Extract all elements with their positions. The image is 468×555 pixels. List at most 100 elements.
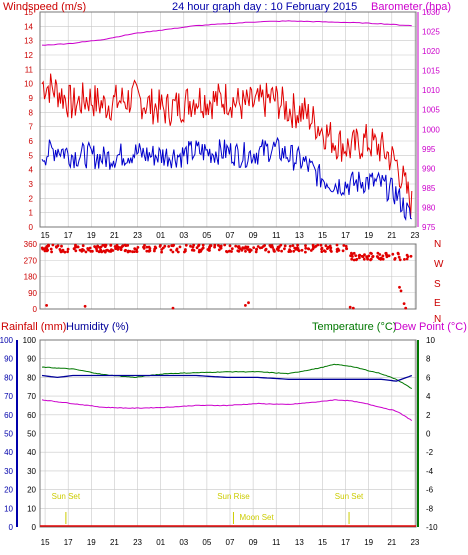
barometer-tick-label: 1010	[422, 86, 440, 95]
compass-label: N	[434, 239, 441, 250]
direction-point	[74, 243, 77, 247]
direction-point	[51, 243, 55, 247]
wind-direction-frame	[39, 243, 417, 310]
gust-series-line	[41, 73, 413, 218]
direction-point	[293, 246, 297, 250]
humidity-tick-label: 50	[27, 430, 36, 439]
direction-point	[78, 248, 82, 252]
direction-point	[115, 244, 119, 248]
windspeed-tick-label: 13	[24, 37, 33, 46]
temperature-label: Temperature (°C)	[312, 321, 396, 333]
direction-point	[255, 247, 258, 251]
direction-point	[49, 247, 53, 251]
direction-point	[341, 249, 345, 253]
temperature-tick-label: 10	[426, 336, 435, 345]
direction-point	[91, 249, 94, 253]
moon-event-label: Moon Set	[239, 513, 274, 522]
wind-baro-grid	[40, 11, 416, 228]
wind-x-tick-label: 21	[387, 231, 396, 240]
sun-event-label: Sun Set	[52, 492, 81, 501]
windspeed-tick-label: 7	[29, 123, 34, 132]
direction-point	[114, 247, 117, 251]
direction-outlier	[247, 301, 250, 305]
direction-point	[378, 253, 382, 256]
direction-point	[183, 250, 186, 254]
wind-series-line	[41, 136, 412, 222]
direction-point	[291, 244, 295, 248]
direction-point	[362, 257, 366, 261]
direction-point	[123, 243, 127, 247]
direction-point	[335, 243, 339, 247]
wind-x-tick-label: 19	[87, 231, 96, 240]
direction-point	[246, 245, 250, 249]
humidity-tick-label: 0	[32, 523, 37, 532]
temperature-tick-label: 8	[426, 355, 431, 364]
direction-point	[86, 247, 90, 250]
direction-point	[63, 250, 67, 254]
direction-point	[227, 249, 231, 253]
direction-point	[349, 254, 352, 258]
windspeed-tick-label: 8	[29, 108, 34, 117]
direction-point	[161, 246, 165, 250]
direction-point	[297, 249, 301, 253]
sun-event-label: Sun Rise	[217, 492, 250, 501]
direction-point	[409, 254, 413, 258]
direction-point	[189, 244, 192, 248]
direction-point	[131, 250, 134, 254]
wind-x-tick-label: 21	[110, 231, 119, 240]
temperature-tick-label: -4	[426, 467, 434, 476]
wind-direction-grid	[40, 243, 416, 310]
sun-event-label: Sun Set	[335, 492, 364, 501]
compass-label: E	[434, 298, 441, 309]
direction-point	[311, 247, 315, 251]
direction-point	[121, 244, 125, 248]
direction-point	[361, 255, 365, 259]
direction-point	[352, 251, 356, 255]
wind-x-tick-label: 23	[133, 231, 142, 240]
direction-point	[192, 249, 196, 252]
direction-point	[135, 250, 139, 254]
direction-outlier	[351, 306, 355, 310]
temperature-tick-label: -6	[426, 486, 434, 495]
bottom-x-tick-label: 07	[226, 538, 235, 547]
rainfall-tick-label: 40	[4, 448, 13, 457]
direction-point	[267, 250, 271, 254]
direction-point	[133, 247, 137, 251]
bottom-x-ticks: 15 17 19 21 23 01 03 05 07 09 11 13 15 17 19 21 23	[41, 538, 420, 547]
direction-point	[397, 255, 401, 259]
direction-point	[126, 244, 130, 247]
direction-point	[398, 258, 402, 262]
direction-point	[147, 249, 151, 253]
direction-point	[283, 244, 287, 248]
direction-point	[178, 245, 182, 249]
direction-point	[396, 251, 400, 255]
humidity-axis: 0 10 20 30 40 50 60 70 80 90 100	[23, 336, 37, 532]
direction-point	[371, 255, 374, 259]
direction-point	[320, 250, 324, 254]
direction-point	[219, 244, 223, 248]
direction-point	[198, 248, 201, 252]
direction-point	[41, 247, 45, 251]
barometer-tick-label: 985	[422, 184, 436, 193]
direction-point	[208, 244, 212, 248]
direction-point	[60, 244, 63, 248]
direction-point	[175, 247, 179, 251]
temperature-tick-label: 0	[426, 430, 431, 439]
direction-point	[296, 243, 299, 247]
direction-point	[385, 255, 389, 259]
direction-point	[56, 244, 60, 248]
direction-point	[335, 248, 339, 251]
windspeed-tick-label: 15	[24, 8, 33, 17]
direction-point	[153, 247, 157, 251]
direction-point	[391, 252, 395, 256]
direction-point	[311, 243, 315, 247]
wind-x-tick-label: 15	[41, 231, 50, 240]
rainfall-tick-label: 70	[4, 392, 13, 401]
direction-point	[292, 249, 296, 253]
barometer-tick-label: 975	[422, 223, 436, 232]
temperature-series-line	[41, 363, 413, 390]
barometer-tick-label: 1020	[422, 47, 440, 56]
wind-x-tick-label: 15	[318, 231, 327, 240]
humidity-series-line	[41, 374, 413, 382]
